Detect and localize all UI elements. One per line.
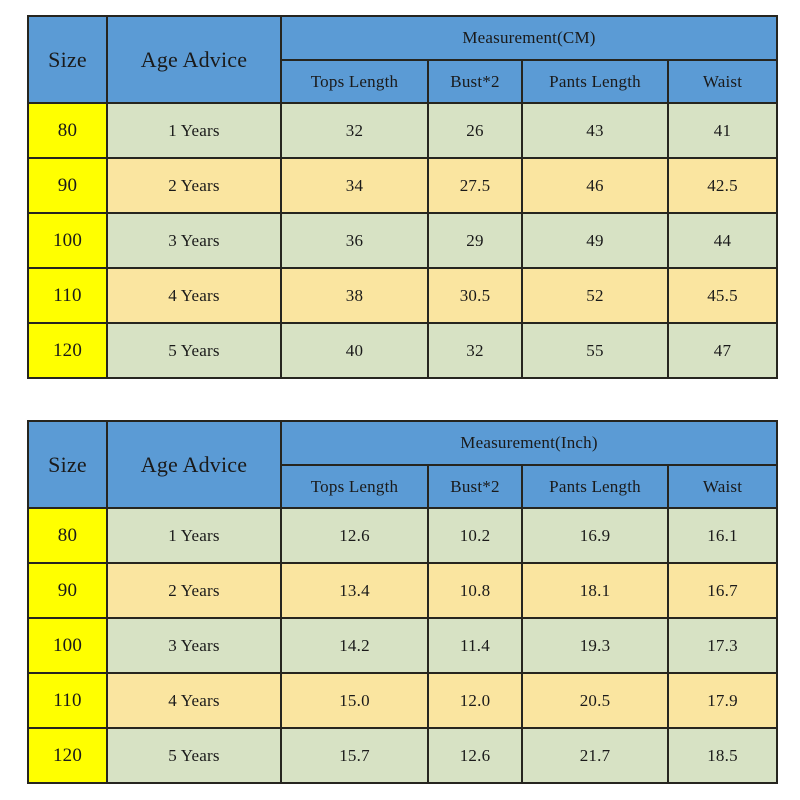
measurement-cell: 29 bbox=[427, 212, 523, 269]
size-cell: 90 bbox=[27, 157, 108, 214]
measurement-cell: 38 bbox=[280, 267, 429, 324]
age-advice-cell: 1 Years bbox=[106, 102, 282, 159]
measurement-cell: 13.4 bbox=[280, 562, 429, 619]
header-row: Size Age Advice Measurement(CM) bbox=[27, 15, 778, 104]
measurement-cm-header: Measurement(CM) bbox=[280, 15, 778, 61]
measurement-cell: 36 bbox=[280, 212, 429, 269]
size-table-cm: Size Age Advice Measurement(CM) Tops Len… bbox=[27, 15, 778, 379]
table-header-inch: Size Age Advice Measurement(Inch) Tops L… bbox=[27, 420, 779, 509]
measurement-cell: 16.9 bbox=[521, 507, 669, 564]
age-advice-cell: 4 Years bbox=[106, 672, 282, 729]
measurement-cell: 18.5 bbox=[666, 727, 779, 784]
measurement-cell: 55 bbox=[521, 322, 669, 379]
age-advice-cell: 1 Years bbox=[106, 507, 282, 564]
table-row: 110 4 Years 38 30.5 52 45.5 bbox=[27, 267, 778, 324]
table-row: 100 3 Years 14.2 11.4 19.3 17.3 bbox=[27, 617, 779, 674]
size-cell: 100 bbox=[27, 212, 108, 269]
age-advice-column-header: Age Advice bbox=[106, 15, 282, 104]
measurement-cell: 20.5 bbox=[521, 672, 669, 729]
size-cell: 120 bbox=[27, 322, 108, 379]
measurement-cell: 15.7 bbox=[280, 727, 429, 784]
age-advice-cell: 3 Years bbox=[106, 212, 282, 269]
size-column-header: Size bbox=[27, 15, 108, 104]
measurement-cell: 40 bbox=[280, 322, 429, 379]
age-advice-column-header: Age Advice bbox=[106, 420, 282, 509]
measurement-cell: 46 bbox=[521, 157, 669, 214]
measurement-cell: 19.3 bbox=[521, 617, 669, 674]
measurement-cell: 42.5 bbox=[667, 157, 778, 214]
header-row: Size Age Advice Measurement(Inch) bbox=[27, 420, 779, 509]
measurement-cell: 14.2 bbox=[280, 617, 429, 674]
measurement-cell: 47 bbox=[667, 322, 778, 379]
measurement-cell: 44 bbox=[667, 212, 778, 269]
table-row: 80 1 Years 32 26 43 41 bbox=[27, 102, 778, 159]
age-advice-cell: 2 Years bbox=[106, 562, 282, 619]
measurement-cell: 30.5 bbox=[427, 267, 523, 324]
subheader-row: Tops Length Bust*2 Pants Length Waist bbox=[28, 464, 779, 509]
measurement-cell: 43 bbox=[521, 102, 669, 159]
measurement-cell: 17.3 bbox=[666, 617, 779, 674]
measurement-cell: 34 bbox=[280, 157, 429, 214]
bust-column-header: Bust*2 bbox=[427, 464, 523, 509]
size-column-header: Size bbox=[27, 420, 108, 509]
measurement-cell: 12.6 bbox=[427, 727, 523, 784]
measurement-cell: 16.1 bbox=[666, 507, 779, 564]
measurement-cell: 41 bbox=[667, 102, 778, 159]
pants-length-column-header: Pants Length bbox=[521, 464, 669, 509]
subheader-row: Tops Length Bust*2 Pants Length Waist bbox=[28, 59, 778, 104]
measurement-inch-header: Measurement(Inch) bbox=[279, 420, 779, 466]
measurement-cell: 52 bbox=[521, 267, 669, 324]
age-advice-cell: 5 Years bbox=[106, 322, 282, 379]
size-cell: 120 bbox=[27, 727, 108, 784]
measurement-cell: 17.9 bbox=[666, 672, 779, 729]
tops-length-column-header: Tops Length bbox=[280, 464, 429, 509]
measurement-cell: 10.8 bbox=[427, 562, 523, 619]
size-cell: 80 bbox=[27, 507, 108, 564]
measurement-cell: 18.1 bbox=[521, 562, 669, 619]
tops-length-column-header: Tops Length bbox=[280, 59, 429, 104]
size-table-inch: Size Age Advice Measurement(Inch) Tops L… bbox=[27, 420, 779, 784]
table-row: 90 2 Years 34 27.5 46 42.5 bbox=[27, 157, 778, 214]
table-row: 80 1 Years 12.6 10.2 16.9 16.1 bbox=[27, 507, 779, 564]
waist-column-header: Waist bbox=[667, 59, 778, 104]
size-cell: 110 bbox=[27, 267, 108, 324]
pants-length-column-header: Pants Length bbox=[521, 59, 669, 104]
measurement-cell: 45.5 bbox=[667, 267, 778, 324]
table-row: 100 3 Years 36 29 49 44 bbox=[27, 212, 778, 269]
measurement-cell: 26 bbox=[427, 102, 523, 159]
measurement-cell: 32 bbox=[280, 102, 429, 159]
table-row: 120 5 Years 40 32 55 47 bbox=[27, 322, 778, 379]
measurement-cell: 27.5 bbox=[427, 157, 523, 214]
measurement-cell: 16.7 bbox=[666, 562, 779, 619]
measurement-cell: 10.2 bbox=[427, 507, 523, 564]
table-row: 110 4 Years 15.0 12.0 20.5 17.9 bbox=[27, 672, 779, 729]
age-advice-cell: 3 Years bbox=[106, 617, 282, 674]
table-row: 120 5 Years 15.7 12.6 21.7 18.5 bbox=[27, 727, 779, 784]
table-header-cm: Size Age Advice Measurement(CM) Tops Len… bbox=[27, 15, 778, 104]
age-advice-cell: 4 Years bbox=[106, 267, 282, 324]
measurement-cell: 49 bbox=[521, 212, 669, 269]
table-row: 90 2 Years 13.4 10.8 18.1 16.7 bbox=[27, 562, 779, 619]
size-cell: 90 bbox=[27, 562, 108, 619]
table-body-cm: 80 1 Years 32 26 43 41 90 2 Years 34 27.5 46 42.5 10… bbox=[27, 102, 778, 379]
measurement-cell: 15.0 bbox=[280, 672, 429, 729]
table-body-inch: 80 1 Years 12.6 10.2 16.9 16.1 90 2 Years 13.4 10… bbox=[27, 507, 779, 784]
measurement-cell: 32 bbox=[427, 322, 523, 379]
measurement-cell: 12.6 bbox=[280, 507, 429, 564]
measurement-cell: 21.7 bbox=[521, 727, 669, 784]
waist-column-header: Waist bbox=[666, 464, 779, 509]
age-advice-cell: 2 Years bbox=[106, 157, 282, 214]
bust-column-header: Bust*2 bbox=[427, 59, 523, 104]
measurement-cell: 11.4 bbox=[427, 617, 523, 674]
size-cell: 80 bbox=[27, 102, 108, 159]
size-cell: 100 bbox=[27, 617, 108, 674]
age-advice-cell: 5 Years bbox=[106, 727, 282, 784]
size-cell: 110 bbox=[27, 672, 108, 729]
measurement-cell: 12.0 bbox=[427, 672, 523, 729]
